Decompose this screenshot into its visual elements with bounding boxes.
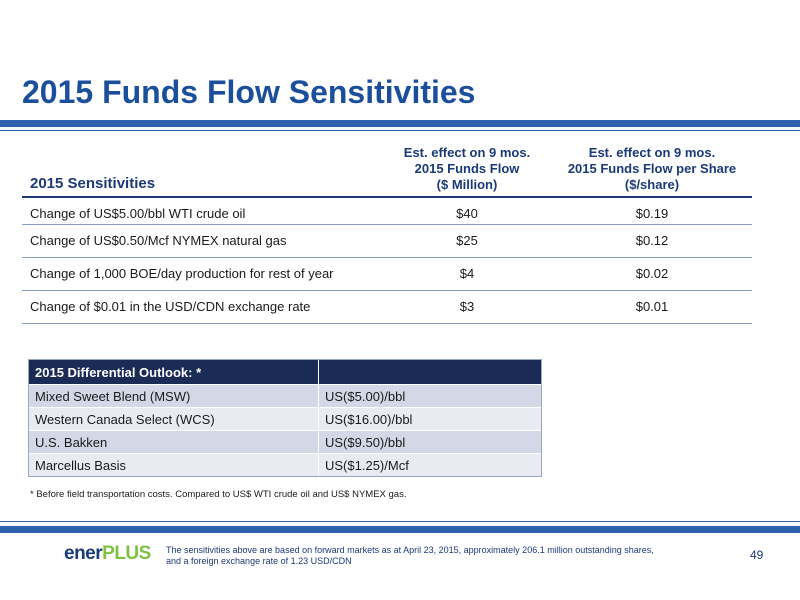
table-row: Change of $0.01 in the USD/CDN exchange …: [22, 291, 752, 324]
col1-header-line: 2015 Funds Flow: [414, 161, 520, 176]
col2-header-line: Est. effect on 9 mos.: [588, 145, 716, 160]
sensitivities-table-header: 2015 Sensitivities Est. effect on 9 mos.…: [22, 140, 752, 196]
col1-header-line: ($ Million): [436, 177, 498, 192]
row-label: Change of $0.01 in the USD/CDN exchange …: [30, 299, 311, 314]
sensitivities-rows: Change of US$5.00/bbl WTI crude oil $40 …: [22, 198, 752, 324]
per-share-value: $0.02: [635, 266, 669, 281]
table-row: U.S. Bakken US($9.50)/bbl: [29, 430, 541, 453]
row-label: Change of 1,000 BOE/day production for r…: [30, 266, 334, 281]
differential-value: US($16.00)/bbl: [325, 412, 413, 427]
differential-label: Mixed Sweet Blend (MSW): [29, 385, 319, 407]
differential-label: Marcellus Basis: [29, 454, 319, 476]
footer-rule-thin: [0, 521, 800, 522]
col2-header-line: 2015 Funds Flow per Share: [567, 161, 737, 176]
per-share-column-header: Est. effect on 9 mos. 2015 Funds Flow pe…: [552, 145, 752, 193]
funds-flow-value: $25: [456, 233, 478, 248]
table-row: Change of 1,000 BOE/day production for r…: [22, 258, 752, 291]
header-rule-thin: [0, 130, 800, 131]
funds-flow-value: $3: [459, 299, 475, 314]
differential-value: US($5.00)/bbl: [325, 389, 406, 404]
page-number: 49: [750, 548, 764, 562]
table-row: Change of US$5.00/bbl WTI crude oil $40 …: [22, 198, 752, 225]
row-label: Change of US$5.00/bbl WTI crude oil: [30, 206, 246, 221]
differential-label: Western Canada Select (WCS): [29, 408, 319, 430]
page-title: 2015 Funds Flow Sensitivities: [22, 74, 476, 110]
logo-text-plus: PLUS: [102, 543, 151, 564]
per-share-value: $0.01: [635, 299, 669, 314]
sensitivities-header-rule: [22, 196, 752, 198]
differential-header-label: 2015 Differential Outlook: *: [29, 360, 319, 384]
enerplus-logo: enerPLUS: [64, 543, 151, 565]
differential-value: US($1.25)/Mcf: [325, 458, 409, 473]
col2-header-line: ($/share): [624, 177, 680, 192]
table-row: Western Canada Select (WCS) US($16.00)/b…: [29, 407, 541, 430]
table-row: Change of US$0.50/Mcf NYMEX natural gas …: [22, 225, 752, 258]
table-row: Marcellus Basis US($1.25)/Mcf: [29, 453, 541, 476]
sensitivities-header-label: 2015 Sensitivities: [30, 175, 156, 192]
logo-text-ener: ener: [64, 543, 103, 564]
per-share-value: $0.19: [635, 206, 669, 221]
funds-flow-column-header: Est. effect on 9 mos. 2015 Funds Flow ($…: [367, 145, 567, 193]
differential-value: US($9.50)/bbl: [325, 435, 406, 450]
differential-outlook-table: 2015 Differential Outlook: * Mixed Sweet…: [28, 359, 542, 477]
footer-rule-thick: [0, 526, 800, 533]
sensitivities-table: 2015 Sensitivities Est. effect on 9 mos.…: [22, 140, 752, 324]
per-share-value: $0.12: [635, 233, 669, 248]
row-label: Change of US$0.50/Mcf NYMEX natural gas: [30, 233, 287, 248]
differential-table-header: 2015 Differential Outlook: *: [29, 360, 541, 384]
funds-flow-value: $4: [459, 266, 475, 281]
footer-note-line: and a foreign exchange rate of 1.23 USD/…: [166, 556, 352, 566]
header-rule-thick: [0, 120, 800, 127]
table-row: Mixed Sweet Blend (MSW) US($5.00)/bbl: [29, 384, 541, 407]
col1-header-line: Est. effect on 9 mos.: [403, 145, 531, 160]
footnote: * Before field transportation costs. Com…: [30, 489, 407, 500]
footer-note: The sensitivities above are based on for…: [166, 545, 686, 567]
funds-flow-value: $40: [456, 206, 478, 221]
differential-label: U.S. Bakken: [29, 431, 319, 453]
footer-note-line: The sensitivities above are based on for…: [166, 545, 654, 555]
